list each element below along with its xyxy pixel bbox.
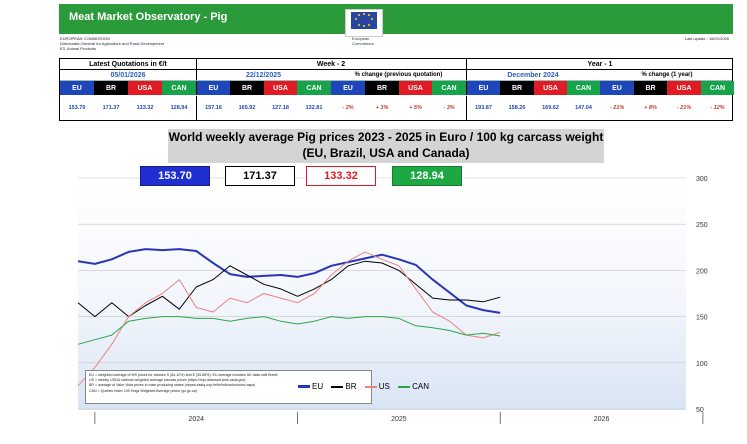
year-header: Year - 1 xyxy=(587,60,613,68)
year-region-br: BR xyxy=(500,81,534,95)
week-pct-region-eu: EU xyxy=(331,81,365,95)
last-update: Last update : 16/01/2026 xyxy=(684,36,729,41)
logo-text: European Commission xyxy=(352,36,375,46)
y-tick-label: 100 xyxy=(696,361,708,368)
can-latest-box: 128.94 xyxy=(392,166,462,186)
year-region-can: CAN xyxy=(567,81,600,95)
year-pct-region-eu: EU xyxy=(600,81,634,95)
legend-notes: EU = weighted average of MS prices for c… xyxy=(89,373,278,393)
week-eu-value: 157.16 xyxy=(205,105,222,111)
week-pct-label: % change (previous quotation) xyxy=(354,72,443,78)
year-pct-label: % change (1 year) xyxy=(641,72,693,78)
year-region-usa: USA xyxy=(534,81,567,95)
week-pct-region-br: BR xyxy=(365,81,399,95)
eu-commission-logo xyxy=(345,9,383,37)
year-br-value: 158.26 xyxy=(508,105,526,111)
region-can: CAN xyxy=(162,81,196,95)
page-title: Meat Market Observatory - Pig xyxy=(69,11,228,23)
year-pct-region-can: CAN xyxy=(701,81,734,95)
week-date: 22/12/2025 xyxy=(245,71,282,79)
week-usa-value: 127.18 xyxy=(272,105,289,111)
series-line-eu xyxy=(77,248,501,314)
latest-date: 05/01/2026 xyxy=(110,71,146,79)
latest-usa-value: 133.32 xyxy=(136,105,154,111)
eu-flag-icon xyxy=(351,12,377,29)
week-header: Week - 2 xyxy=(316,60,346,68)
series-line-can xyxy=(77,316,501,345)
y-tick-label: 250 xyxy=(696,222,708,229)
y-tick-label: 50 xyxy=(696,407,704,414)
us-latest-box: 133.32 xyxy=(306,166,376,186)
week-usa-pct: + 5% xyxy=(409,105,422,111)
legend-keys: EU BR US CAN xyxy=(298,382,435,391)
week-region-eu: EU xyxy=(197,81,230,95)
week-region-can: CAN xyxy=(297,81,331,95)
organisation-info: EUROPEAN COMMISSION Directorate-General … xyxy=(60,36,165,51)
x-tick-label: 2026 xyxy=(594,416,610,423)
region-eu: EU xyxy=(60,81,94,95)
y-tick-label: 150 xyxy=(696,315,708,322)
year-eu-value: 193.87 xyxy=(475,105,492,111)
year-date: December 2024 xyxy=(507,71,559,79)
week-eu-pct: - 2% xyxy=(342,105,354,111)
y-tick-label: 200 xyxy=(696,268,708,275)
series-line-br xyxy=(77,260,501,318)
week-region-usa: USA xyxy=(264,81,297,95)
year-pct-region-br: BR xyxy=(634,81,667,95)
legend-can: CAN xyxy=(398,382,429,391)
year-br-pct: + 8% xyxy=(644,105,657,111)
latest-br-value: 171.37 xyxy=(102,105,120,111)
week-pct-region-can: CAN xyxy=(432,81,466,95)
x-tick-label: 2024 xyxy=(188,416,204,423)
header-banner: Meat Market Observatory - Pig xyxy=(59,4,733,34)
latest-can-value: 128.94 xyxy=(170,105,188,111)
br-latest-box: 171.37 xyxy=(225,166,295,186)
region-usa: USA xyxy=(128,81,162,95)
latest-eu-value: 153.70 xyxy=(68,105,86,111)
week-pct-region-usa: USA xyxy=(399,81,432,95)
chart-title: World weekly average Pig prices 2023 - 2… xyxy=(168,129,604,163)
legend-br: BR xyxy=(331,382,356,391)
eu-latest-box: 153.70 xyxy=(140,166,210,186)
week-region-br: BR xyxy=(230,81,264,95)
week-can-pct: - 3% xyxy=(443,105,455,111)
region-br: BR xyxy=(94,81,128,95)
year-can-value: 147.04 xyxy=(575,105,592,111)
x-tick-label: 2025 xyxy=(391,416,407,423)
year-usa-value: 169.62 xyxy=(542,105,559,111)
latest-quotations-header: Latest Quotations in €/t xyxy=(89,60,167,68)
week-br-pct: + 3% xyxy=(375,105,389,111)
year-eu-pct: - 21% xyxy=(609,105,625,111)
week-can-value: 132.81 xyxy=(305,105,323,111)
quotation-table: Latest Quotations in €/t Week - 2 Year -… xyxy=(59,58,734,121)
year-usa-pct: - 21% xyxy=(676,105,692,111)
series-line-us xyxy=(77,251,501,387)
legend-eu: EU xyxy=(298,382,323,391)
legend-us: US xyxy=(364,382,390,391)
year-region-eu: EU xyxy=(467,81,500,95)
y-tick-label: 300 xyxy=(696,176,708,183)
week-br-value: 165.92 xyxy=(238,105,256,111)
year-pct-region-usa: USA xyxy=(667,81,701,95)
chart-legend: EU = weighted average of MS prices for c… xyxy=(85,370,429,404)
year-can-pct: - 12% xyxy=(710,105,725,111)
